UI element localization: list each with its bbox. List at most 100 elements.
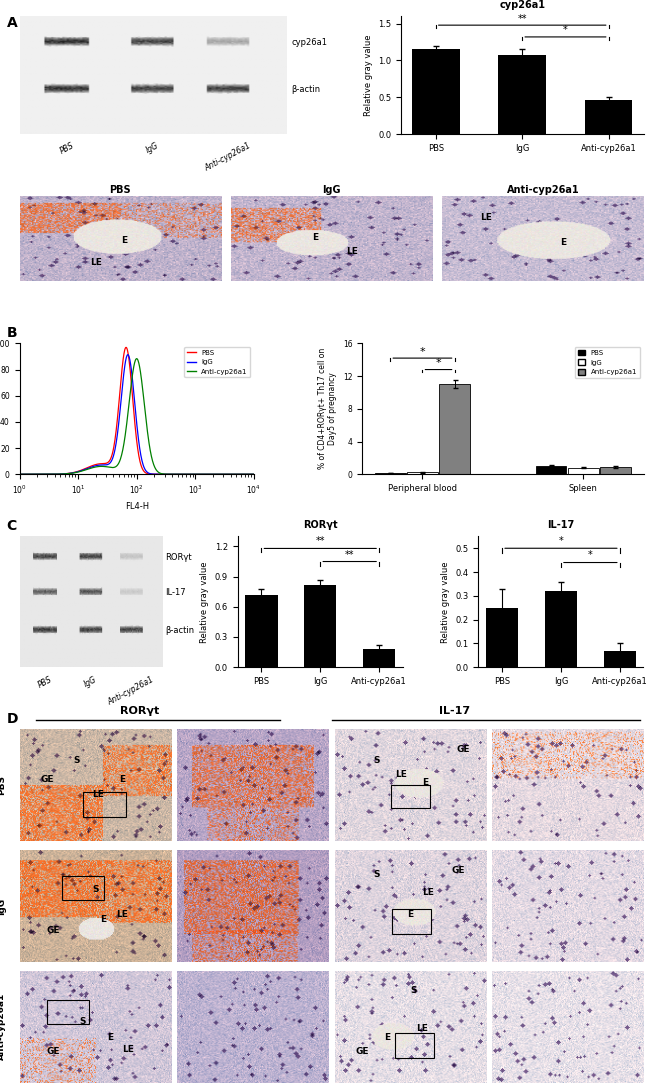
Text: LE: LE bbox=[480, 213, 493, 222]
Text: LE: LE bbox=[417, 1025, 428, 1034]
Text: E: E bbox=[422, 779, 428, 788]
Anti-cyp26a1 bbox=[172, 468, 180, 481]
Bar bbox=[392, 910, 432, 934]
IgG bbox=[76, 465, 84, 478]
Anti-cyp26a1 bbox=[57, 468, 65, 481]
PBS bbox=[57, 468, 65, 481]
Text: LE: LE bbox=[92, 790, 104, 799]
IgG bbox=[122, 355, 129, 368]
Y-axis label: Relative gray value: Relative gray value bbox=[441, 561, 450, 643]
Bar bbox=[412, 49, 460, 134]
Text: *: * bbox=[558, 536, 564, 546]
Text: **: ** bbox=[517, 14, 527, 24]
Title: PBS: PBS bbox=[109, 185, 131, 196]
Text: IgG: IgG bbox=[83, 675, 99, 689]
Anti-cyp26a1 bbox=[133, 353, 140, 366]
Text: E: E bbox=[407, 911, 413, 919]
Text: IL-17: IL-17 bbox=[165, 589, 185, 597]
Text: LE: LE bbox=[116, 911, 129, 919]
Text: E: E bbox=[120, 775, 125, 784]
Text: C: C bbox=[6, 519, 17, 533]
Bar bbox=[304, 584, 337, 667]
Bar bbox=[486, 608, 518, 667]
Y-axis label: % of CD4+RORγt+ Th17 cell on
Day5 of pregnancy: % of CD4+RORγt+ Th17 cell on Day5 of pre… bbox=[318, 348, 337, 469]
Bar bbox=[62, 876, 104, 901]
Text: E: E bbox=[107, 1034, 114, 1042]
Bar bbox=[363, 650, 395, 667]
Text: Anti-cyp26a1: Anti-cyp26a1 bbox=[0, 993, 6, 1061]
Text: RORγt: RORγt bbox=[120, 706, 159, 716]
Text: *: * bbox=[436, 358, 441, 369]
IgG bbox=[57, 468, 65, 481]
Line: PBS: PBS bbox=[20, 347, 254, 474]
Anti-cyp26a1 bbox=[192, 468, 200, 481]
Bar bbox=[83, 792, 125, 816]
Y-axis label: Relative gray value: Relative gray value bbox=[200, 561, 209, 643]
Title: IgG: IgG bbox=[322, 185, 341, 196]
Anti-cyp26a1 bbox=[76, 465, 84, 478]
Bar bbox=[407, 472, 437, 474]
PBS bbox=[76, 465, 84, 478]
Text: *: * bbox=[588, 551, 593, 560]
Text: Anti-cyp26a1: Anti-cyp26a1 bbox=[106, 675, 155, 707]
Bar bbox=[395, 1034, 434, 1058]
Line: Anti-cyp26a1: Anti-cyp26a1 bbox=[20, 359, 254, 474]
Text: B: B bbox=[6, 326, 17, 341]
Bar bbox=[375, 473, 406, 474]
Bar bbox=[391, 786, 430, 807]
Text: S: S bbox=[92, 885, 99, 893]
Text: PBS: PBS bbox=[36, 675, 54, 690]
Bar bbox=[536, 466, 566, 474]
Y-axis label: Relative gray value: Relative gray value bbox=[363, 35, 372, 116]
Title: IL-17: IL-17 bbox=[547, 520, 575, 530]
Text: PBS: PBS bbox=[59, 141, 76, 156]
Bar bbox=[439, 384, 470, 474]
Bar bbox=[600, 467, 630, 474]
Bar bbox=[245, 595, 278, 667]
IgG bbox=[154, 468, 162, 481]
Text: Anti-cyp26a1: Anti-cyp26a1 bbox=[203, 141, 252, 173]
Legend: PBS, IgG, Anti-cyp26a1: PBS, IgG, Anti-cyp26a1 bbox=[575, 347, 640, 379]
Text: GE: GE bbox=[456, 745, 470, 754]
Text: GE: GE bbox=[46, 1047, 60, 1055]
Text: S: S bbox=[74, 756, 81, 765]
Text: IgG: IgG bbox=[145, 141, 161, 156]
PBS bbox=[122, 342, 129, 355]
Title: Anti-cyp26a1: Anti-cyp26a1 bbox=[506, 185, 579, 196]
Text: S: S bbox=[80, 1016, 86, 1026]
Anti-cyp26a1 bbox=[250, 468, 258, 481]
Text: *: * bbox=[563, 25, 568, 36]
Text: β-actin: β-actin bbox=[292, 85, 321, 94]
Text: PBS: PBS bbox=[0, 776, 6, 795]
Text: GE: GE bbox=[40, 775, 53, 784]
Bar bbox=[604, 651, 636, 667]
Bar bbox=[545, 591, 577, 667]
Anti-cyp26a1 bbox=[16, 468, 23, 481]
Text: LE: LE bbox=[90, 258, 102, 267]
Text: β-actin: β-actin bbox=[165, 626, 194, 635]
Text: S: S bbox=[374, 756, 380, 765]
IgG bbox=[16, 468, 23, 481]
Text: GE: GE bbox=[355, 1047, 369, 1055]
Text: RORγt: RORγt bbox=[165, 553, 192, 561]
Text: IL-17: IL-17 bbox=[439, 706, 471, 716]
Anti-cyp26a1 bbox=[154, 466, 162, 479]
Text: E: E bbox=[99, 915, 106, 924]
Text: E: E bbox=[560, 238, 566, 247]
PBS bbox=[192, 468, 200, 481]
Text: E: E bbox=[121, 236, 127, 245]
IgG bbox=[250, 468, 258, 481]
Anti-cyp26a1 bbox=[122, 426, 129, 440]
Text: S: S bbox=[374, 870, 380, 879]
PBS bbox=[250, 468, 258, 481]
Text: IgG: IgG bbox=[0, 898, 6, 915]
Title: cyp26a1: cyp26a1 bbox=[499, 0, 545, 10]
Text: D: D bbox=[6, 712, 18, 726]
Text: E: E bbox=[313, 233, 318, 242]
X-axis label: FL4-H: FL4-H bbox=[125, 502, 149, 511]
Bar bbox=[47, 1000, 89, 1025]
Text: GE: GE bbox=[452, 866, 465, 875]
Text: LE: LE bbox=[395, 769, 407, 779]
Legend: PBS, IgG, Anti-cyp26a1: PBS, IgG, Anti-cyp26a1 bbox=[185, 347, 250, 378]
Line: IgG: IgG bbox=[20, 355, 254, 474]
